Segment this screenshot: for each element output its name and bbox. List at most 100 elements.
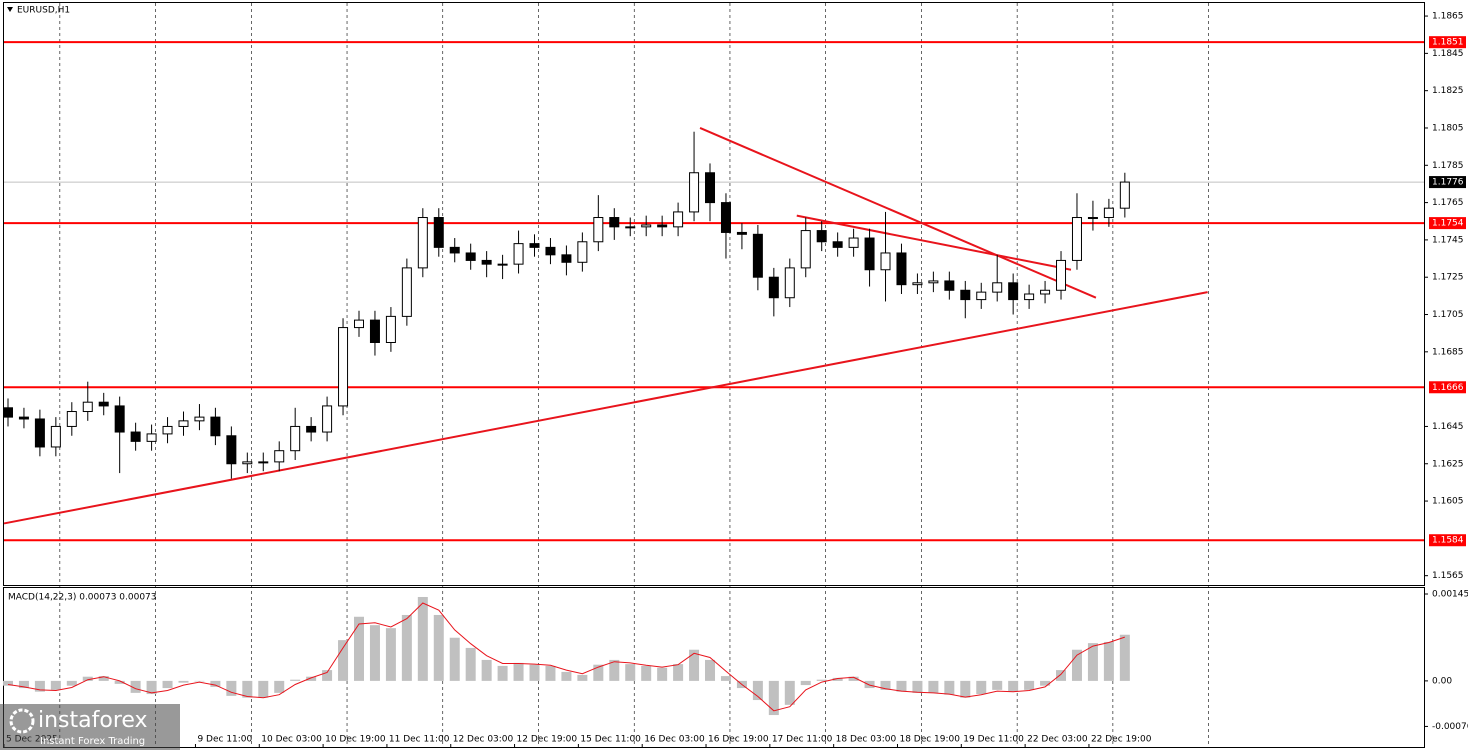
macd-bar — [641, 665, 652, 681]
candle-body — [944, 280, 955, 291]
macd-bar — [18, 680, 29, 689]
candle-body — [1119, 181, 1130, 209]
candle-body — [274, 450, 285, 463]
candle-body — [2, 407, 13, 418]
macd-bar — [465, 647, 476, 681]
y-tick-label: 1.1845 — [1432, 49, 1464, 59]
candle-body — [625, 226, 636, 229]
level-label: 1.1666 — [1432, 383, 1464, 393]
candle-body — [641, 224, 652, 228]
macd-bar — [513, 662, 524, 681]
y-tick-label: 1.1625 — [1432, 459, 1464, 469]
macd-title: MACD(14,22,3) 0.00073 0.00073 — [8, 593, 157, 603]
candle-body — [960, 289, 971, 301]
macd-bar — [50, 680, 61, 690]
candle-body — [322, 405, 333, 433]
candle-body — [784, 267, 795, 299]
macd-bar — [657, 667, 668, 681]
macd-bar — [864, 680, 875, 689]
macd-bar — [800, 680, 811, 686]
candle-body — [1071, 217, 1082, 261]
macd-bar — [768, 680, 779, 716]
macd-bar — [2, 680, 13, 686]
level-label-bg — [1429, 381, 1466, 394]
level-label-bg — [1429, 36, 1466, 49]
macd-bar — [1087, 643, 1098, 681]
macd-bar — [561, 671, 572, 681]
candle-body — [417, 217, 428, 269]
candle-body — [816, 230, 827, 243]
chart-title: EURUSD,H1 — [17, 6, 70, 16]
candle-body — [593, 217, 604, 243]
macd-bar — [274, 680, 285, 693]
candle-body — [657, 224, 668, 228]
macd-bar — [928, 680, 939, 693]
macd-bar — [992, 680, 1003, 690]
y-tick-label: 1.1805 — [1432, 123, 1464, 133]
macd-bar — [593, 664, 604, 681]
candle-body — [1040, 289, 1051, 295]
candle-body — [609, 217, 620, 228]
x-tick-label: 10 Dec 03:00 — [261, 735, 322, 745]
candle-body — [34, 418, 45, 448]
macd-bar — [417, 596, 428, 681]
x-tick-label: 12 Dec 03:00 — [453, 735, 514, 745]
candle-body — [338, 327, 349, 407]
macd-bar — [816, 679, 827, 681]
x-tick-label: 18 Dec 03:00 — [836, 735, 897, 745]
macd-bar — [1071, 649, 1082, 681]
macd-bar — [880, 680, 891, 690]
macd-bar — [944, 680, 955, 695]
candle-body — [449, 246, 460, 254]
candle-body — [752, 233, 763, 278]
x-tick-label: 10 Dec 19:00 — [325, 735, 386, 745]
macd-bar — [369, 625, 380, 681]
x-tick-label: 22 Dec 19:00 — [1091, 735, 1152, 745]
x-tick-label: 19 Dec 11:00 — [963, 735, 1024, 745]
y-tick-label: 1.1645 — [1432, 422, 1464, 432]
y-tick-label: 1.1785 — [1432, 161, 1464, 171]
x-tick-label: 9 Dec 11:00 — [197, 735, 252, 745]
macd-bar — [545, 665, 556, 681]
macd-bar — [98, 676, 109, 681]
macd-bar — [784, 680, 795, 705]
x-tick-label: 11 Dec 11:00 — [389, 735, 450, 745]
candle-body — [354, 319, 364, 329]
macd-bar — [609, 659, 620, 681]
macd-bar — [848, 676, 859, 681]
candle-body — [705, 172, 716, 204]
x-tick-label: 12 Dec 19:00 — [517, 735, 578, 745]
candle-body — [226, 435, 237, 465]
y-tick-label: 0.00145 — [1432, 589, 1468, 599]
candle-body — [497, 263, 508, 266]
candle-body — [1008, 282, 1019, 301]
y-tick-label: 0.00 — [1432, 676, 1452, 686]
candle-body — [178, 420, 189, 427]
macd-bar — [34, 680, 45, 692]
y-tick-label: 1.1825 — [1432, 86, 1464, 96]
watermark-logo — [9, 708, 35, 734]
candle-body — [369, 319, 380, 344]
y-tick-label: 1.1865 — [1432, 12, 1464, 22]
macd-bar — [433, 614, 444, 681]
candle-body — [928, 280, 939, 284]
macd-bar — [752, 680, 763, 701]
candle-body — [18, 416, 29, 420]
candle-body — [210, 416, 221, 437]
macd-bar — [354, 616, 364, 681]
macd-bar — [960, 680, 971, 698]
watermark: instaforex Instant Forex Trading — [0, 704, 180, 750]
macd-bar — [210, 680, 221, 687]
macd-bar — [306, 676, 317, 681]
macd-bar — [130, 680, 141, 693]
candle-body — [720, 202, 731, 233]
macd-bar — [673, 664, 684, 681]
y-tick-label: 1.1565 — [1432, 571, 1464, 581]
macd-bar — [976, 680, 987, 695]
x-tick-label: 18 Dec 19:00 — [899, 735, 960, 745]
symbol-menu-icon[interactable] — [7, 7, 13, 12]
candle-body — [82, 401, 93, 413]
macd-bar — [178, 680, 189, 683]
candle-body — [385, 315, 396, 343]
